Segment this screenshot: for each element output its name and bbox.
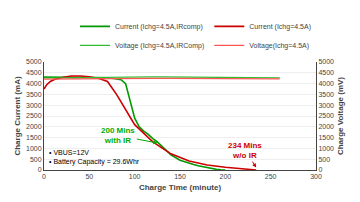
svg-text:Charge Current (mA): Charge Current (mA) xyxy=(13,76,22,155)
svg-text:Voltage(Ichg=4.5A): Voltage(Ichg=4.5A) xyxy=(249,42,309,50)
svg-text:• VBUS=12V: • VBUS=12V xyxy=(49,149,89,156)
svg-text:234 Minsw/o IR: 234 Minsw/o IR xyxy=(228,141,262,160)
svg-text:500: 500 xyxy=(318,156,330,163)
svg-text:500: 500 xyxy=(30,156,42,163)
svg-text:3000: 3000 xyxy=(26,102,42,109)
svg-text:2000: 2000 xyxy=(318,123,334,130)
svg-text:250: 250 xyxy=(265,173,277,180)
svg-text:5000: 5000 xyxy=(318,58,334,65)
svg-text:2500: 2500 xyxy=(26,112,42,119)
svg-text:50: 50 xyxy=(85,173,93,180)
svg-text:4500: 4500 xyxy=(318,69,334,76)
svg-text:200 Minswith IR: 200 Minswith IR xyxy=(101,126,135,145)
svg-text:100: 100 xyxy=(129,173,141,180)
svg-text:3000: 3000 xyxy=(318,102,334,109)
svg-text:300: 300 xyxy=(310,173,322,180)
svg-text:Current (Ichg=4.5A,IRcomp): Current (Ichg=4.5A,IRcomp) xyxy=(115,23,203,31)
svg-text:200: 200 xyxy=(219,173,231,180)
svg-text:1500: 1500 xyxy=(26,134,42,141)
svg-text:3500: 3500 xyxy=(26,91,42,98)
svg-text:2500: 2500 xyxy=(318,112,334,119)
svg-text:1500: 1500 xyxy=(318,134,334,141)
svg-text:3500: 3500 xyxy=(318,91,334,98)
svg-text:1000: 1000 xyxy=(318,145,334,152)
svg-text:0: 0 xyxy=(42,173,46,180)
svg-text:Charge Voltage (mV): Charge Voltage (mV) xyxy=(336,77,345,155)
svg-text:Current (Ichg=4.5A): Current (Ichg=4.5A) xyxy=(249,23,311,31)
svg-text:150: 150 xyxy=(174,173,186,180)
svg-text:0: 0 xyxy=(318,166,322,173)
svg-text:Charge Time (minute): Charge Time (minute) xyxy=(139,183,221,192)
svg-text:4000: 4000 xyxy=(318,80,334,87)
svg-text:4500: 4500 xyxy=(26,69,42,76)
svg-text:0: 0 xyxy=(38,166,42,173)
svg-text:2000: 2000 xyxy=(26,123,42,130)
svg-text:Voltage (Ichg=4.5A,IRComp): Voltage (Ichg=4.5A,IRComp) xyxy=(115,42,204,50)
svg-text:4000: 4000 xyxy=(26,80,42,87)
svg-text:5000: 5000 xyxy=(26,58,42,65)
svg-text:1000: 1000 xyxy=(26,145,42,152)
svg-text:• Battery Capacity = 29.6Whr: • Battery Capacity = 29.6Whr xyxy=(49,158,140,166)
